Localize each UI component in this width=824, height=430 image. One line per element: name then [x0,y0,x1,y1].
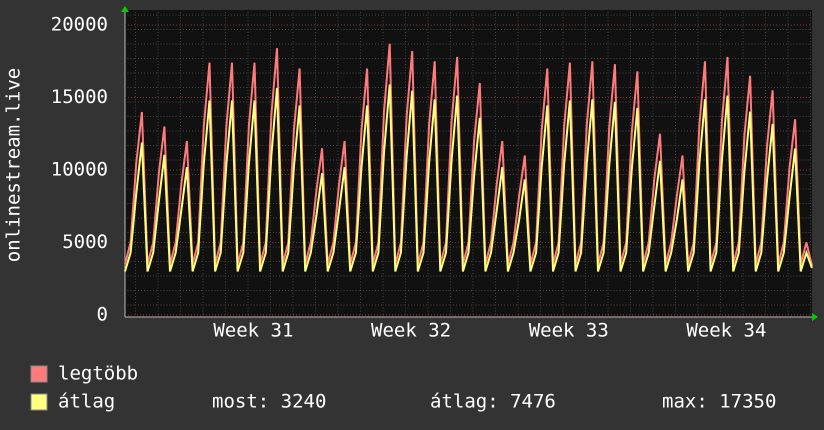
y-tick-label: 0 [97,304,108,326]
legend-stat: max: 17350 [662,391,776,413]
y-arrow [121,6,129,12]
legend-stat: átlag: 7476 [430,391,556,413]
y-tick-label: 20000 [51,14,108,36]
y-tick-label: 5000 [62,231,108,253]
legend-swatch [30,365,48,383]
y-tick-label: 15000 [51,86,108,108]
x-tick-label: Week 34 [686,320,766,342]
x-tick-label: Week 31 [213,320,293,342]
y-tick-label: 10000 [51,159,108,181]
legend-swatch [30,393,48,411]
x-tick-label: Week 33 [529,320,609,342]
x-tick-label: Week 32 [371,320,451,342]
legend-label: átlag [58,391,115,413]
legend-stat: most: 3240 [212,391,326,413]
legend-label: legtöbb [58,363,138,385]
x-arrow [812,313,818,321]
series-line [124,84,813,272]
minor-grid [125,10,812,317]
y-axis-label: onlinestream.live [3,68,25,262]
